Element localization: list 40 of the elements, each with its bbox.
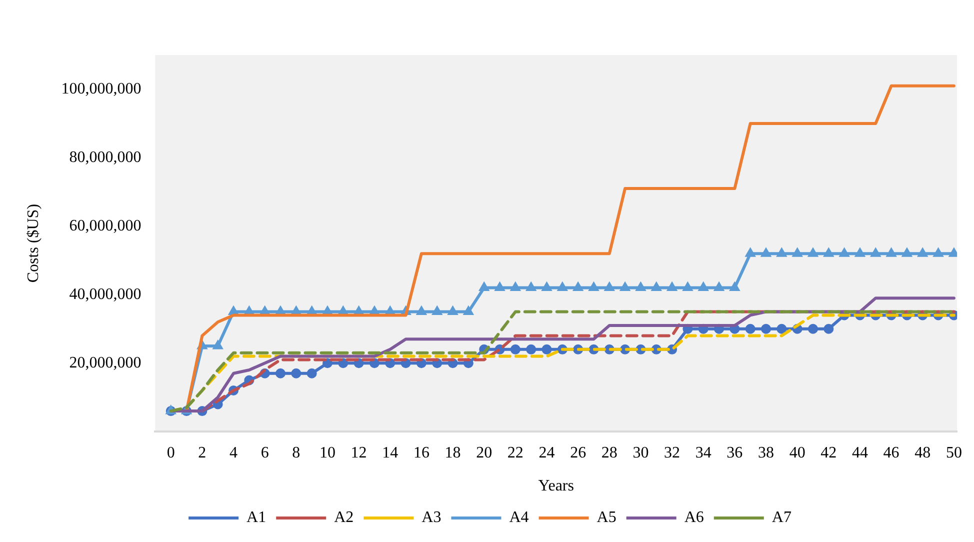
legend-label: A4: [509, 509, 529, 526]
legend-label: A6: [684, 509, 704, 526]
x-tick-label: 4: [230, 444, 238, 462]
x-tick-label: 14: [382, 444, 398, 462]
x-tick-label: 40: [789, 444, 806, 462]
x-tick-label: 38: [758, 444, 774, 462]
x-tick-label: 10: [319, 444, 336, 462]
y-tick-label: 20,000,000: [69, 354, 142, 372]
legend-label: A5: [596, 509, 616, 526]
x-tick-label: 36: [726, 444, 743, 462]
x-tick-label: 50: [946, 444, 962, 462]
x-tick-label: 34: [695, 444, 712, 462]
x-tick-label: 32: [664, 444, 680, 462]
x-tick-label: 22: [507, 444, 524, 462]
x-tick-label: 30: [632, 444, 649, 462]
y-tick-label: 100,000,000: [61, 80, 142, 98]
x-tick-label: 8: [292, 444, 300, 462]
x-tick-label: 28: [601, 444, 618, 462]
x-tick-label: 20: [476, 444, 492, 462]
x-axis-title: Years: [538, 478, 574, 495]
legend-label: A2: [334, 509, 354, 526]
x-tick-label: 18: [444, 444, 461, 462]
x-tick-label: 44: [852, 444, 868, 462]
y-tick-label: 40,000,000: [69, 286, 142, 303]
y-tick-label: 80,000,000: [69, 148, 142, 166]
x-tick-label: 26: [570, 444, 586, 462]
y-tick-label: 60,000,000: [69, 217, 142, 234]
x-tick-label: 24: [538, 444, 555, 462]
legend-label: A7: [772, 509, 792, 526]
x-tick-label: 42: [820, 444, 837, 462]
x-tick-label: 6: [260, 444, 269, 462]
legend-label: A3: [422, 509, 442, 526]
x-tick-label: 16: [413, 444, 430, 462]
legend-label: A1: [246, 509, 266, 526]
y-axis-title: Costs ($US): [24, 204, 42, 283]
x-tick-label: 46: [883, 444, 900, 462]
x-tick-label: 48: [914, 444, 931, 462]
x-tick-label: 0: [166, 444, 175, 462]
x-tick-label: 12: [350, 444, 367, 462]
x-tick-label: 2: [198, 444, 206, 462]
